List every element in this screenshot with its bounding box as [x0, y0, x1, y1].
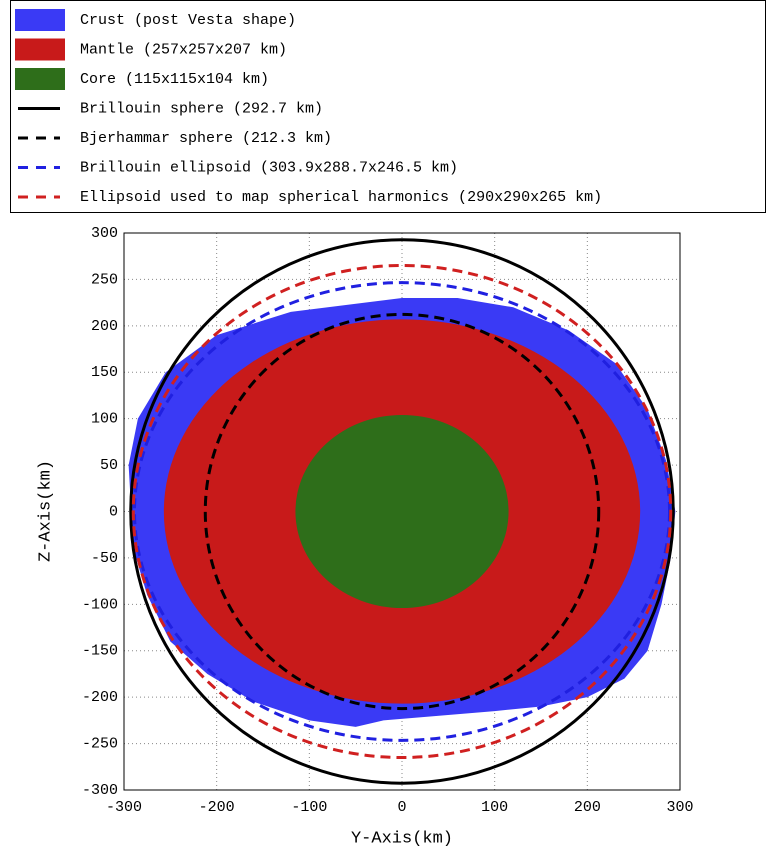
- page: Y-Axis(km) Z-Axis(km) -300 -200 -100 0 100 20…: [0, 0, 766, 851]
- ellipse: [295, 415, 508, 608]
- x-tick-label: -200: [199, 799, 235, 816]
- x-tick-label: 100: [481, 799, 508, 816]
- y-tick-label: -50: [91, 550, 118, 567]
- y-tick-label: 0: [109, 503, 118, 520]
- y-tick-label: 100: [91, 411, 118, 428]
- legend-swatch: [15, 68, 65, 90]
- y-tick-label: 150: [91, 364, 118, 381]
- x-tick-label: 0: [397, 799, 406, 816]
- legend-label: Bjerhammar sphere (212.3 km): [80, 130, 332, 147]
- y-tick-label: -150: [82, 643, 118, 660]
- x-axis-label: Y-Axis(km): [351, 829, 453, 848]
- legend-label: Brillouin ellipsoid (303.9x288.7x246.5 k…: [80, 159, 458, 176]
- y-tick-label: 250: [91, 271, 118, 288]
- y-tick-label: 200: [91, 318, 118, 335]
- legend-label: Core (115x115x104 km): [80, 71, 269, 88]
- legend-label: Brillouin sphere (292.7 km): [80, 100, 323, 117]
- y-tick-label: -100: [82, 596, 118, 613]
- x-tick-label: -300: [106, 799, 142, 816]
- x-tick-label: -100: [291, 799, 327, 816]
- y-tick-label: -250: [82, 736, 118, 753]
- y-tick-label: -200: [82, 689, 118, 706]
- legend-label: Mantle (257x257x207 km): [80, 41, 287, 58]
- legend-swatch: [15, 39, 65, 61]
- y-axis-label: Z-Axis(km): [36, 460, 55, 562]
- y-tick-label: -300: [82, 782, 118, 799]
- y-tick-label: 50: [100, 457, 118, 474]
- legend-label: Crust (post Vesta shape): [80, 12, 296, 29]
- y-tick-label: 300: [91, 225, 118, 242]
- legend-label: Ellipsoid used to map spherical harmonic…: [80, 189, 602, 206]
- x-tick-label: 200: [574, 799, 601, 816]
- chart: Y-Axis(km) Z-Axis(km) -300 -200 -100 0 100 20…: [0, 0, 766, 851]
- legend-swatch: [15, 9, 65, 31]
- x-tick-label: 300: [666, 799, 693, 816]
